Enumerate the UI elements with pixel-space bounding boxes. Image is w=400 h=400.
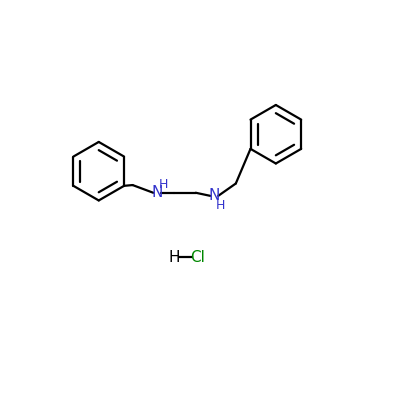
Text: H: H — [168, 250, 180, 265]
Text: H: H — [216, 198, 225, 212]
Text: N: N — [152, 185, 163, 200]
Text: N: N — [208, 188, 220, 203]
Text: Cl: Cl — [190, 250, 205, 265]
Text: H: H — [159, 178, 168, 191]
